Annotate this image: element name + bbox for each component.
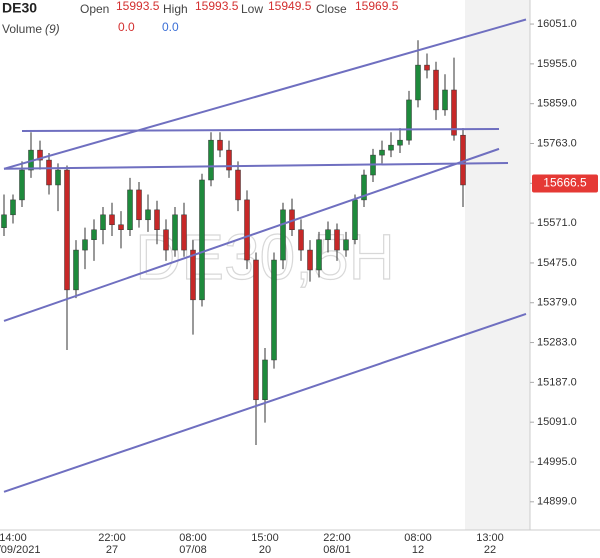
candle-body — [190, 249, 196, 301]
x-tick-label: 27 — [106, 544, 118, 556]
candle-body — [181, 214, 187, 251]
x-tick-label: 22:00 — [323, 532, 351, 544]
candle-body — [424, 64, 430, 71]
close-value: 15969.5 — [355, 0, 399, 13]
candle-body — [46, 159, 52, 186]
candle-body — [109, 214, 115, 226]
trendline — [3, 312, 527, 493]
candle-body — [352, 199, 358, 240]
candle-body — [172, 214, 178, 251]
candle-body — [343, 239, 349, 251]
x-tick-label: 14:00 — [0, 532, 27, 544]
candle-body — [316, 239, 322, 271]
x-tick-label: 08:00 — [404, 532, 432, 544]
last-price-label: 15666.5 — [543, 176, 587, 190]
low-label: Low — [241, 2, 263, 16]
x-tick-label: 06/09/2021 — [0, 544, 41, 556]
y-tick-label: 15955.0 — [537, 58, 577, 70]
candle-body — [262, 359, 268, 401]
candle-body — [37, 149, 43, 161]
candle-body — [298, 229, 304, 251]
x-tick-label: 22:00 — [98, 532, 126, 544]
candle-body — [217, 139, 223, 151]
candle-body — [199, 179, 205, 301]
watermark: DE30,5H — [135, 221, 395, 293]
low-value: 15949.5 — [268, 0, 312, 13]
symbol: DE30 — [2, 0, 37, 16]
candle-body — [451, 89, 457, 136]
candle-body — [307, 249, 313, 271]
candle-body — [388, 144, 394, 151]
y-tick-label: 14899.0 — [537, 496, 577, 508]
candle-body — [334, 229, 340, 251]
volume-value: 0.0 — [118, 20, 135, 34]
y-tick-label: 16051.0 — [537, 18, 577, 30]
y-tick-label: 15283.0 — [537, 336, 577, 348]
candle-body — [253, 259, 259, 401]
candle-body — [244, 199, 250, 261]
candle-body — [145, 209, 151, 221]
candle-body — [397, 139, 403, 146]
candle-body — [226, 149, 232, 171]
trendline — [3, 147, 500, 322]
candle-body — [100, 214, 106, 230]
candle-body — [325, 229, 331, 240]
candle-body — [91, 229, 97, 240]
candle-body — [55, 169, 61, 186]
x-tick-label: 20 — [259, 544, 271, 556]
close-label: Close — [316, 2, 347, 16]
future-area — [465, 0, 530, 530]
high-value: 15993.5 — [195, 0, 239, 13]
x-tick-label: 08/01 — [323, 544, 351, 556]
candle-body — [208, 139, 214, 181]
y-tick-label: 14995.0 — [537, 456, 577, 468]
trendline — [3, 161, 509, 170]
trendline — [21, 127, 500, 133]
candle-body — [10, 199, 16, 216]
x-tick-label: 15:00 — [251, 532, 279, 544]
open-value: 15993.5 — [116, 0, 160, 13]
candle-body — [118, 224, 124, 230]
candle-body — [163, 229, 169, 251]
volume-period: (9) — [45, 22, 60, 36]
candle-body — [406, 99, 412, 141]
y-tick-label: 15859.0 — [537, 98, 577, 110]
candle-body — [235, 169, 241, 201]
candle-body — [73, 249, 79, 291]
candle-body — [19, 169, 25, 201]
candle-body — [433, 69, 439, 111]
open-label: Open — [80, 2, 109, 16]
y-tick-label: 15475.0 — [537, 257, 577, 269]
candle-body — [271, 259, 277, 361]
candle-body — [154, 209, 160, 230]
candle-body — [361, 174, 367, 201]
candle-body — [442, 89, 448, 111]
last-price-box — [532, 174, 598, 193]
trendline — [3, 18, 527, 170]
y-tick-label: 15187.0 — [537, 376, 577, 388]
y-tick-label: 15571.0 — [537, 217, 577, 229]
candle-body — [1, 214, 7, 228]
volume-value: 0.0 — [162, 20, 179, 34]
x-tick-label: 07/08 — [179, 544, 207, 556]
x-tick-label: 22 — [484, 544, 496, 556]
high-label: High — [163, 2, 188, 16]
x-tick-label: 08:00 — [179, 532, 207, 544]
y-tick-label: 15763.0 — [537, 137, 577, 149]
candle-body — [64, 169, 70, 291]
candle-body — [136, 189, 142, 221]
x-tick-label: 13:00 — [476, 532, 504, 544]
candle-body — [127, 189, 133, 230]
y-tick-label: 15379.0 — [537, 297, 577, 309]
candle-body — [379, 149, 385, 156]
candle-body — [82, 239, 88, 251]
candle-body — [280, 209, 286, 261]
x-tick-label: 12 — [412, 544, 424, 556]
y-tick-label: 15091.0 — [537, 416, 577, 428]
candle-body — [415, 64, 421, 101]
volume-label: Volume — [2, 22, 42, 36]
